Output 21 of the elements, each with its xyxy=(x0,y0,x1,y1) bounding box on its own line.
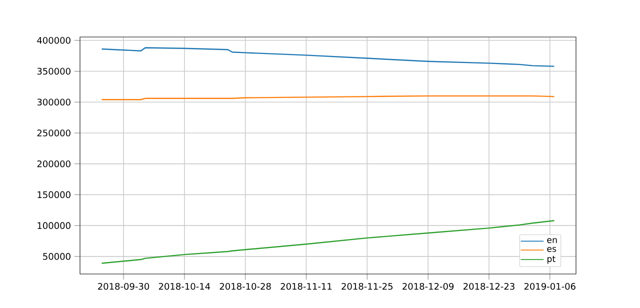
x-tick-label: 2018-10-14 xyxy=(158,282,210,290)
x-tick-label: 2018-11-25 xyxy=(342,282,393,290)
y-tick-label: 300000 xyxy=(37,98,70,106)
line-series xyxy=(101,47,555,67)
x-tick-label: 2018-11-11 xyxy=(280,282,332,290)
y-tick-label: 250000 xyxy=(37,130,70,136)
y-tick-label: 100000 xyxy=(38,222,70,229)
y-tick-label: 50000 xyxy=(43,253,70,260)
x-tick-label: 2019-01-06 xyxy=(524,282,576,290)
line-series xyxy=(101,220,555,264)
y-tick-label: 200000 xyxy=(37,160,70,168)
legend-label: pt xyxy=(547,256,556,264)
y-tick-label: 350000 xyxy=(37,68,70,75)
x-tick-label: 2018-12-23 xyxy=(463,282,514,290)
y-tick-label: 400000 xyxy=(37,36,70,44)
x-tick-label: 2018-12-09 xyxy=(402,282,454,290)
x-tick-label: 2018-09-30 xyxy=(98,282,150,290)
legend-label: en xyxy=(547,238,557,244)
legend-label: es xyxy=(547,246,556,252)
y-tick-label: 150000 xyxy=(38,191,70,198)
x-tick-label: 2018-10-28 xyxy=(220,282,271,290)
